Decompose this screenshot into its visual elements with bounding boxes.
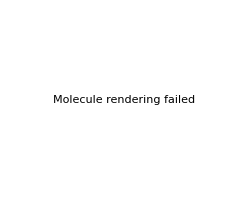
- Text: Molecule rendering failed: Molecule rendering failed: [53, 95, 195, 105]
